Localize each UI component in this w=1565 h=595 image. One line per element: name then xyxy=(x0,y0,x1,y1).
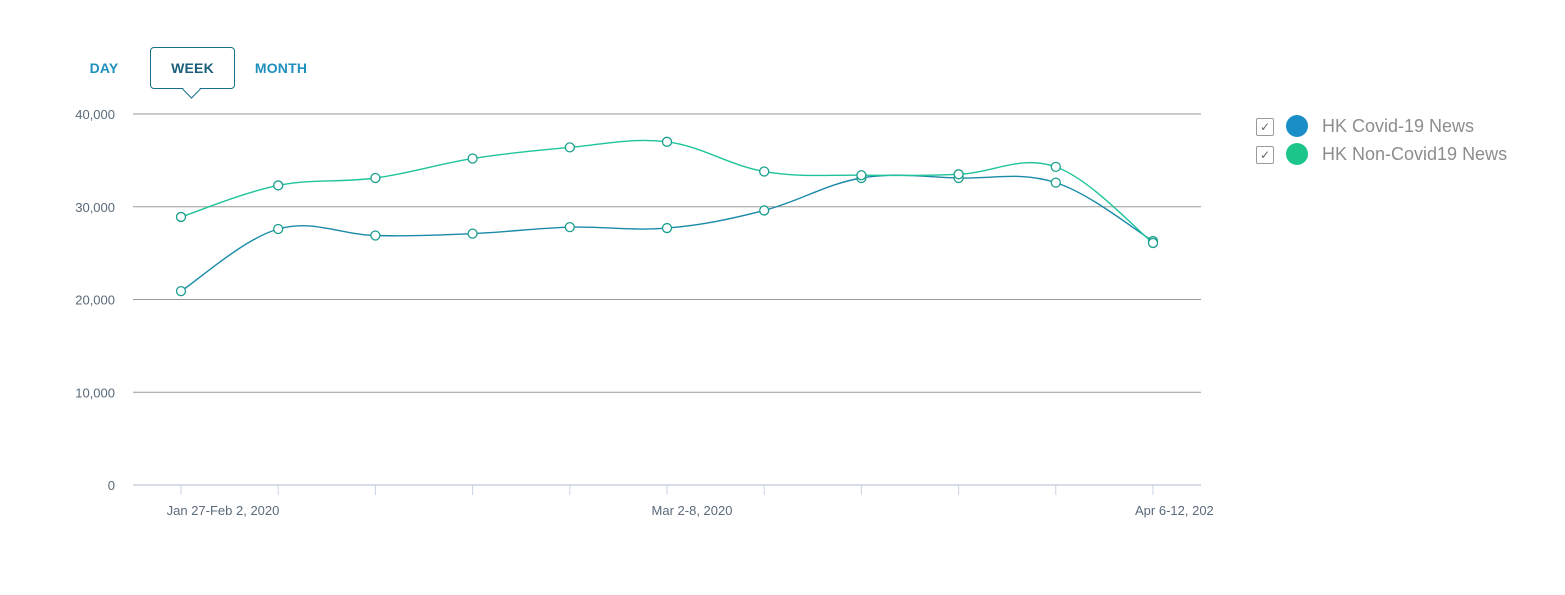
y-tick-label: 10,000 xyxy=(75,385,115,400)
legend-swatch-covid xyxy=(1286,115,1308,137)
data-point-covid[interactable] xyxy=(175,286,187,297)
data-point-noncovid[interactable] xyxy=(175,211,187,223)
grid-lines xyxy=(133,113,1201,393)
checkbox-checked-icon[interactable]: ✓ xyxy=(1256,118,1274,136)
data-point-noncovid[interactable] xyxy=(273,180,284,191)
legend-item-covid[interactable]: ✓ HK Covid-19 News xyxy=(1256,112,1507,140)
line-chart: 0 10,000 20,000 30,000 40,000 Jan 27-Feb 2, … xyxy=(75,107,1214,518)
y-tick-label: 20,000 xyxy=(75,293,115,308)
x-tick-label: Mar 2-8, 2020 xyxy=(652,503,733,518)
data-point-noncovid[interactable] xyxy=(856,170,867,181)
legend: ✓ HK Covid-19 News ✓ HK Non-Covid19 News xyxy=(1256,112,1507,168)
data-point-covid[interactable] xyxy=(661,222,673,234)
data-point-covid[interactable] xyxy=(273,223,284,235)
data-point-noncovid[interactable] xyxy=(564,142,575,153)
data-point-covid[interactable] xyxy=(1050,177,1061,188)
time-range-tabs: DAY WEEK MONTH xyxy=(78,47,327,89)
data-point-noncovid[interactable] xyxy=(1147,237,1159,249)
data-point-covid[interactable] xyxy=(564,222,575,233)
x-axis xyxy=(133,484,1201,495)
x-tick-label: Jan 27-Feb 2, 2020 xyxy=(167,503,280,518)
y-tick-label: 40,000 xyxy=(75,107,115,122)
y-tick-label: 0 xyxy=(108,478,115,493)
tab-week[interactable]: WEEK xyxy=(150,47,235,89)
x-axis-ticks: Jan 27-Feb 2, 2020 Mar 2-8, 2020 Apr 6-12,… xyxy=(167,503,1214,518)
data-point-noncovid[interactable] xyxy=(661,136,673,147)
legend-item-noncovid[interactable]: ✓ HK Non-Covid19 News xyxy=(1256,140,1507,168)
series-markers xyxy=(175,136,1159,297)
x-tick-label: Apr 6-12, 202 xyxy=(1135,503,1214,518)
checkbox-checked-icon[interactable]: ✓ xyxy=(1256,146,1274,164)
data-point-noncovid[interactable] xyxy=(370,172,381,184)
data-point-covid[interactable] xyxy=(467,228,478,239)
data-point-noncovid[interactable] xyxy=(953,169,964,180)
legend-label: HK Non-Covid19 News xyxy=(1322,143,1508,164)
data-point-noncovid[interactable] xyxy=(467,153,478,164)
tab-month[interactable]: MONTH xyxy=(254,60,308,76)
series-lines xyxy=(180,139,1154,292)
y-tick-label: 30,000 xyxy=(75,200,115,215)
data-point-noncovid[interactable] xyxy=(759,166,770,177)
tab-day[interactable]: DAY xyxy=(89,60,119,76)
data-point-covid[interactable] xyxy=(759,205,770,216)
data-point-covid[interactable] xyxy=(370,230,381,241)
legend-label: HK Covid-19 News xyxy=(1322,115,1475,136)
data-point-noncovid[interactable] xyxy=(1050,161,1061,173)
legend-swatch-noncovid xyxy=(1286,143,1308,165)
y-axis-ticks: 0 10,000 20,000 30,000 40,000 xyxy=(75,107,115,493)
